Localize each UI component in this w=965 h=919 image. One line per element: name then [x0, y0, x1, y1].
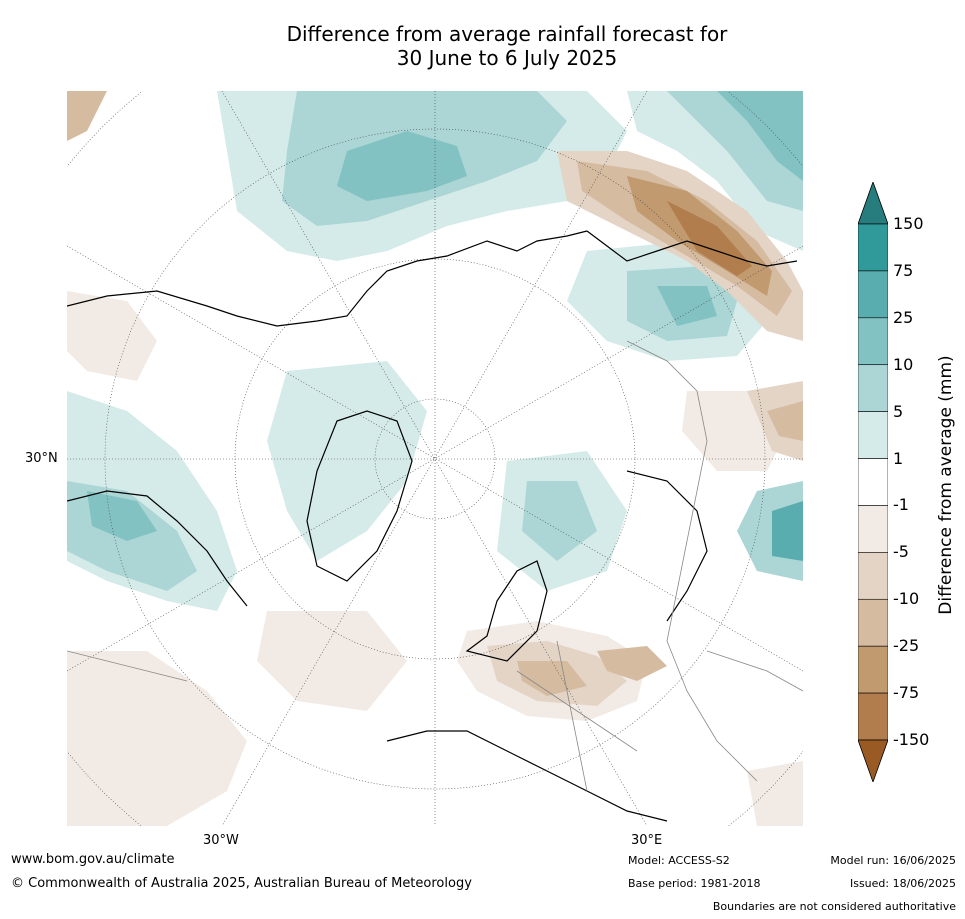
- model-text: Model: ACCESS-S2: [628, 854, 730, 867]
- base-period-text: Base period: 1981-2018: [628, 877, 761, 890]
- anomaly-wet-east-edge: [737, 481, 803, 581]
- colorbar-tick-label: 10: [893, 354, 914, 374]
- chart-title: Difference from average rainfall forecas…: [207, 22, 807, 70]
- coastlines: [67, 230, 798, 822]
- lon-label-30w: 30°W: [203, 833, 239, 848]
- model-run-text: Model run: 16/06/2025: [830, 854, 956, 867]
- colorbar-tick-label: -25: [893, 636, 920, 656]
- rainfall-anomaly-map: [67, 91, 803, 826]
- colorbar-segment: [857, 317, 889, 366]
- colorbar-tick-label: -75: [893, 683, 920, 703]
- colorbar-extend-top: [857, 180, 889, 225]
- colorbar-segment: [857, 692, 889, 741]
- anomaly-wet-arctic: [267, 361, 627, 591]
- colorbar-tick-label: 25: [893, 307, 914, 327]
- lat-label-30n: 30°N: [25, 451, 58, 466]
- colorbar-tick-label: 150: [893, 214, 924, 233]
- colorbar: [857, 180, 889, 784]
- colorbar-segment: [857, 505, 889, 553]
- colorbar-tick-label: -5: [893, 542, 909, 562]
- colorbar-segment: [857, 411, 889, 459]
- anomaly-dry-europe: [457, 621, 667, 721]
- colorbar-extend-bottom: [857, 739, 889, 784]
- anomaly-dry-northeast-asia: [557, 151, 803, 341]
- colorbar-segment: [857, 552, 889, 600]
- title-line-1: Difference from average rainfall forecas…: [286, 22, 728, 46]
- website-link[interactable]: www.bom.gov.au/climate: [11, 852, 175, 867]
- colorbar-segment: [857, 645, 889, 694]
- colorbar-tick-label: 75: [893, 260, 914, 280]
- anomaly-wet-north-america: [67, 391, 237, 611]
- title-line-2: 30 June to 6 July 2025: [396, 46, 618, 70]
- colorbar-tick-label: -150: [893, 730, 930, 749]
- colorbar-segment: [857, 270, 889, 319]
- colorbar-tick-label: -10: [893, 589, 920, 609]
- country-boundaries: [67, 340, 803, 792]
- anomaly-wet-north-pacific: [217, 91, 627, 261]
- colorbar-title: Difference from average (mm): [936, 355, 956, 615]
- colorbar-segment: [857, 223, 889, 272]
- colorbar-tick-label: 5: [893, 401, 904, 421]
- lon-label-30e: 30°E: [631, 833, 663, 848]
- colorbar-segment: [857, 598, 889, 647]
- colorbar-segment: [857, 364, 889, 412]
- colorbar-tick-label: -1: [893, 495, 909, 515]
- anomaly-wet-northeast: [627, 91, 803, 251]
- colorbar-segment: [857, 458, 889, 506]
- anomaly-dry-scattered: [67, 91, 803, 826]
- disclaimer-text: Boundaries are not considered authoritat…: [712, 900, 956, 913]
- issued-text: Issued: 18/06/2025: [849, 877, 956, 890]
- copyright-text: © Commonwealth of Australia 2025, Austra…: [11, 876, 472, 891]
- colorbar-tick-label: 1: [893, 448, 904, 468]
